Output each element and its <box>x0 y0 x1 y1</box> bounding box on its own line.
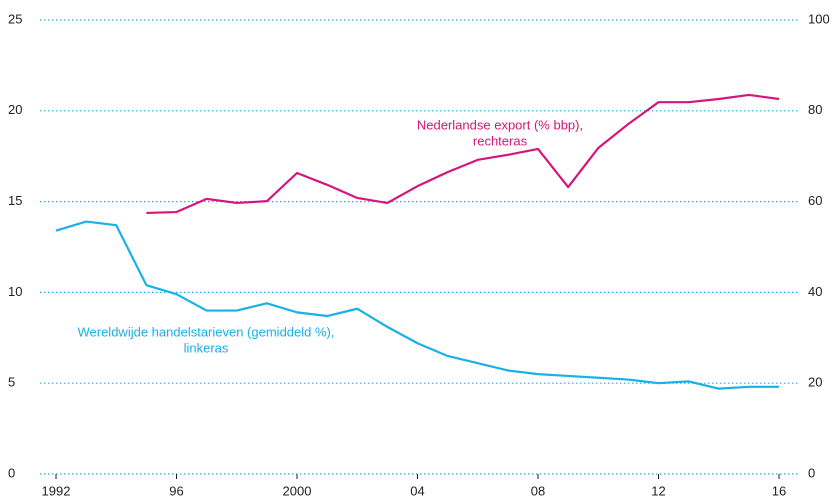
y2-tick-label: 0 <box>808 465 815 480</box>
x-tick-label: 12 <box>651 483 665 498</box>
annotation: linkeras <box>184 340 229 355</box>
x-tick-label: 96 <box>169 483 183 498</box>
y-tick-label: 5 <box>8 375 15 390</box>
annotation: Wereldwijde handelstarieven (gemiddeld %… <box>77 324 334 339</box>
y2-tick-label: 80 <box>808 102 822 117</box>
y-tick-label: 25 <box>8 11 22 26</box>
y2-tick-label: 20 <box>808 375 822 390</box>
y-tick-label: 20 <box>8 102 22 117</box>
y-tick-label: 0 <box>8 465 15 480</box>
x-tick-label: 16 <box>772 483 786 498</box>
y2-tick-label: 60 <box>808 193 822 208</box>
x-tick-label: 08 <box>531 483 545 498</box>
x-tick-label: 1992 <box>42 483 71 498</box>
y2-tick-label: 40 <box>808 284 822 299</box>
annotation: rechteras <box>473 133 528 148</box>
annotation: Nederlandse export (% bbp), <box>417 117 583 132</box>
x-tick-label: 2000 <box>283 483 312 498</box>
series-line <box>146 93 780 215</box>
series-line <box>55 220 779 390</box>
x-tick-label: 04 <box>410 483 424 498</box>
y-tick-label: 10 <box>8 284 22 299</box>
y2-tick-label: 100 <box>808 11 830 26</box>
y-tick-label: 15 <box>8 193 22 208</box>
